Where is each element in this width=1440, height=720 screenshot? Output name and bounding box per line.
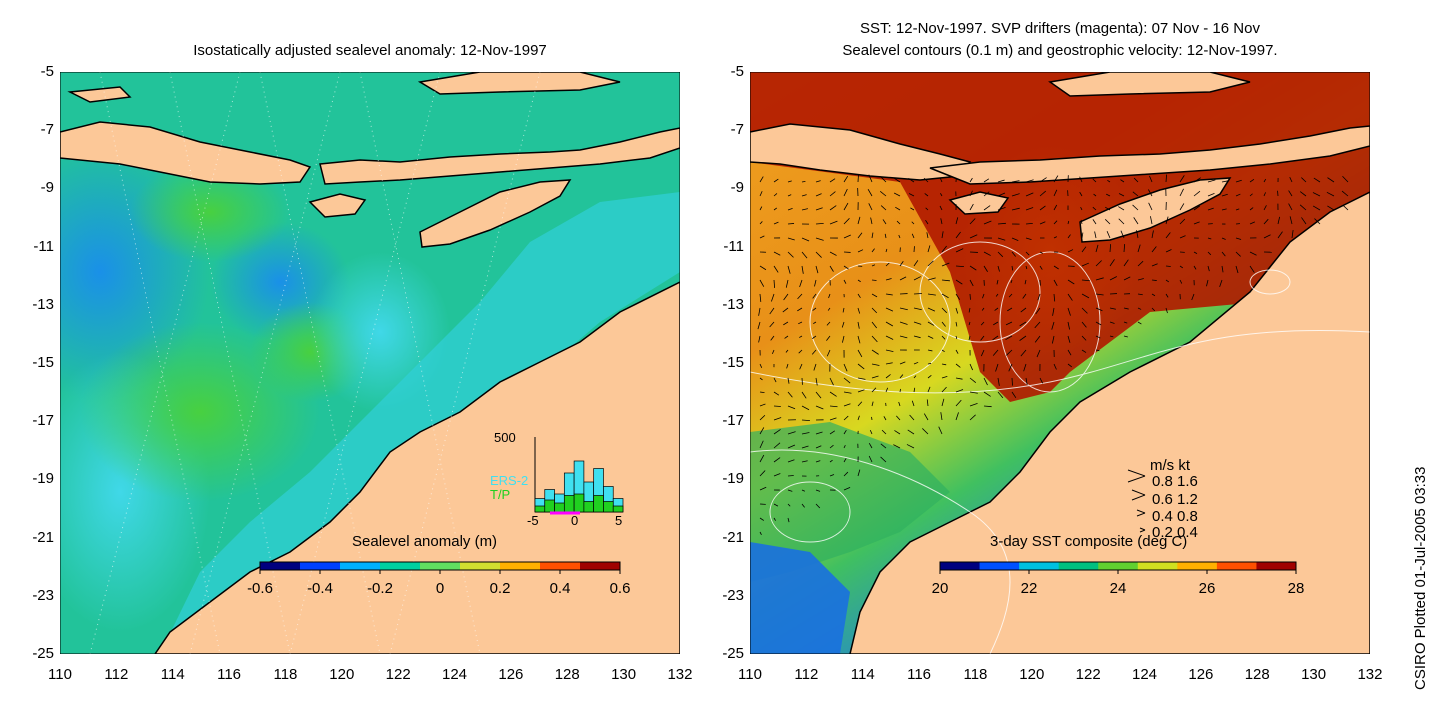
left-inset-histogram <box>534 437 624 515</box>
right-sealevel-contours <box>750 241 1370 654</box>
velocity-legend-row: 0.6 1.2 <box>1152 491 1198 508</box>
left-y-tick-label: -21 <box>32 528 54 546</box>
right-map <box>750 72 1370 654</box>
inset-x-label: 0 <box>571 513 579 528</box>
right-y-tick-label: -7 <box>730 121 744 139</box>
inset-legend-ers2: ERS-2 <box>490 473 529 488</box>
left-x-tick-label: 126 <box>498 666 524 683</box>
velocity-legend-arrows <box>1127 469 1146 533</box>
left-x-tick-label: 110 <box>48 666 72 683</box>
inset-x-label: 5 <box>615 513 623 528</box>
left-map <box>60 72 680 654</box>
left-flores-land <box>319 127 680 185</box>
inset-legend-tp: T/P <box>490 487 511 502</box>
left-colorbar-tick-label: -0.6 <box>247 580 273 597</box>
velocity-legend-row: 0.2 0.4 <box>1152 524 1198 541</box>
left-y-tick-label: -23 <box>32 586 54 604</box>
right-australia-land <box>849 191 1370 654</box>
left-colorbar-tick-label: 0.6 <box>609 580 631 597</box>
right-y-tick-label: -21 <box>722 528 744 546</box>
left-colorbar-title: Sealevel anomaly (m) <box>352 533 498 550</box>
left-y-tick-label: -17 <box>32 412 54 430</box>
right-y-tick-label: -11 <box>723 237 744 255</box>
left-top-islands <box>67 72 621 103</box>
right-y-tick-label: -17 <box>722 412 744 430</box>
right-top-islands <box>1048 72 1251 97</box>
left-y-tick-label: -13 <box>32 295 54 313</box>
left-australia-land <box>154 281 680 654</box>
right-x-tick-label: 120 <box>1019 666 1045 683</box>
left-sumba-land <box>308 193 367 218</box>
right-x-tick-label: 126 <box>1188 666 1214 683</box>
left-shelf <box>160 192 680 654</box>
right-y-tick-label: -25 <box>722 645 744 662</box>
right-y-tick-label: -19 <box>722 470 744 488</box>
left-colorbar-tick-label: -0.4 <box>307 580 333 597</box>
right-y-tick-label: -9 <box>730 179 744 197</box>
right-timor-land <box>1079 177 1232 243</box>
left-timor-land <box>419 179 572 248</box>
right-y-tick-label: -5 <box>730 63 744 80</box>
velocity-legend-header: m/s kt <box>1150 457 1190 474</box>
left-x-tick-label: 130 <box>611 666 637 683</box>
right-colorbar-tick-label: 24 <box>1109 580 1127 597</box>
right-flores-land <box>929 125 1370 185</box>
right-x-tick-label: 116 <box>907 666 932 683</box>
right-map-title-line2: Sealevel contours (0.1 m) and geostrophi… <box>842 42 1278 59</box>
left-x-tick-label: 124 <box>442 666 468 683</box>
left-java-land <box>60 121 312 185</box>
left-y-tick-label: -9 <box>40 179 54 197</box>
left-y-tick-label: -5 <box>40 63 54 80</box>
left-colorbar <box>259 561 621 574</box>
right-geostrophic-velocity-vectors <box>757 174 1349 535</box>
right-x-tick-label: 114 <box>850 666 875 683</box>
velocity-legend-row: 0.4 0.8 <box>1152 508 1198 525</box>
right-x-tick-label: 130 <box>1301 666 1327 683</box>
right-y-tick-label: -13 <box>722 295 744 313</box>
inset-ymax-label: 500 <box>494 430 516 445</box>
left-x-tick-label: 128 <box>554 666 580 683</box>
credit-text: CSIRO Plotted 01-Jul-2005 03:33 <box>1412 466 1429 690</box>
left-satellite-tracks <box>89 72 541 654</box>
left-x-tick-label: 122 <box>385 666 411 683</box>
right-map-title-line1: SST: 12-Nov-1997. SVP drifters (magenta)… <box>860 20 1260 37</box>
left-x-tick-label: 114 <box>160 666 185 683</box>
left-x-tick-label: 112 <box>104 666 129 683</box>
right-x-tick-label: 128 <box>1244 666 1270 683</box>
left-x-tick-label: 132 <box>667 666 693 683</box>
right-y-tick-label: -15 <box>722 354 744 371</box>
left-colorbar-tick-label: 0.4 <box>549 580 571 597</box>
left-y-tick-label: -25 <box>32 645 54 662</box>
left-colorbar-tick-label: 0.2 <box>489 580 511 597</box>
left-colorbar-tick-label: -0.2 <box>367 580 393 597</box>
right-colorbar-title: 3-day SST composite (deg C) <box>990 533 1188 550</box>
left-map-title: Isostatically adjusted sealevel anomaly:… <box>193 42 547 59</box>
left-x-tick-label: 120 <box>329 666 355 683</box>
right-x-tick-label: 132 <box>1357 666 1383 683</box>
right-colorbar-tick-label: 20 <box>931 580 949 597</box>
right-x-tick-label: 118 <box>963 666 988 683</box>
left-y-tick-label: -7 <box>40 121 54 139</box>
right-sumba-land <box>948 191 1010 215</box>
left-y-tick-label: -11 <box>33 237 54 255</box>
right-x-tick-label: 122 <box>1075 666 1101 683</box>
inset-x-label: -5 <box>527 513 539 528</box>
right-colorbar-tick-label: 26 <box>1198 580 1216 597</box>
right-x-tick-label: 110 <box>738 666 762 683</box>
left-x-tick-label: 118 <box>273 666 298 683</box>
left-colorbar-tick-label: 0 <box>435 580 445 597</box>
right-y-tick-label: -23 <box>722 586 744 604</box>
right-colorbar-tick-label: 22 <box>1020 580 1038 597</box>
right-x-tick-label: 124 <box>1132 666 1158 683</box>
right-x-tick-label: 112 <box>794 666 819 683</box>
left-y-tick-label: -19 <box>32 470 54 488</box>
velocity-legend-row: 0.8 1.6 <box>1152 473 1198 490</box>
left-y-tick-label: -15 <box>32 354 54 371</box>
right-colorbar-tick-label: 28 <box>1287 580 1305 597</box>
right-colorbar <box>939 561 1297 574</box>
left-x-tick-label: 116 <box>217 666 242 683</box>
